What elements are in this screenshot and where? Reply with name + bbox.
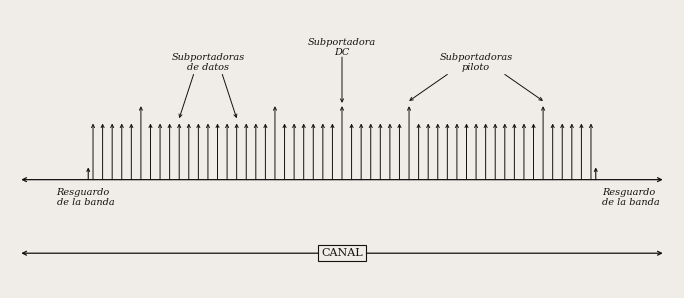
Text: CANAL: CANAL: [321, 248, 363, 258]
Text: Resguardo
de la banda: Resguardo de la banda: [57, 188, 114, 207]
Text: Resguardo
de la banda: Resguardo de la banda: [603, 188, 660, 207]
Text: Subportadoras
de datos: Subportadoras de datos: [171, 53, 245, 72]
Text: Subportadoras
piloto: Subportadoras piloto: [439, 53, 513, 72]
Text: Subportadora
DC: Subportadora DC: [308, 38, 376, 57]
